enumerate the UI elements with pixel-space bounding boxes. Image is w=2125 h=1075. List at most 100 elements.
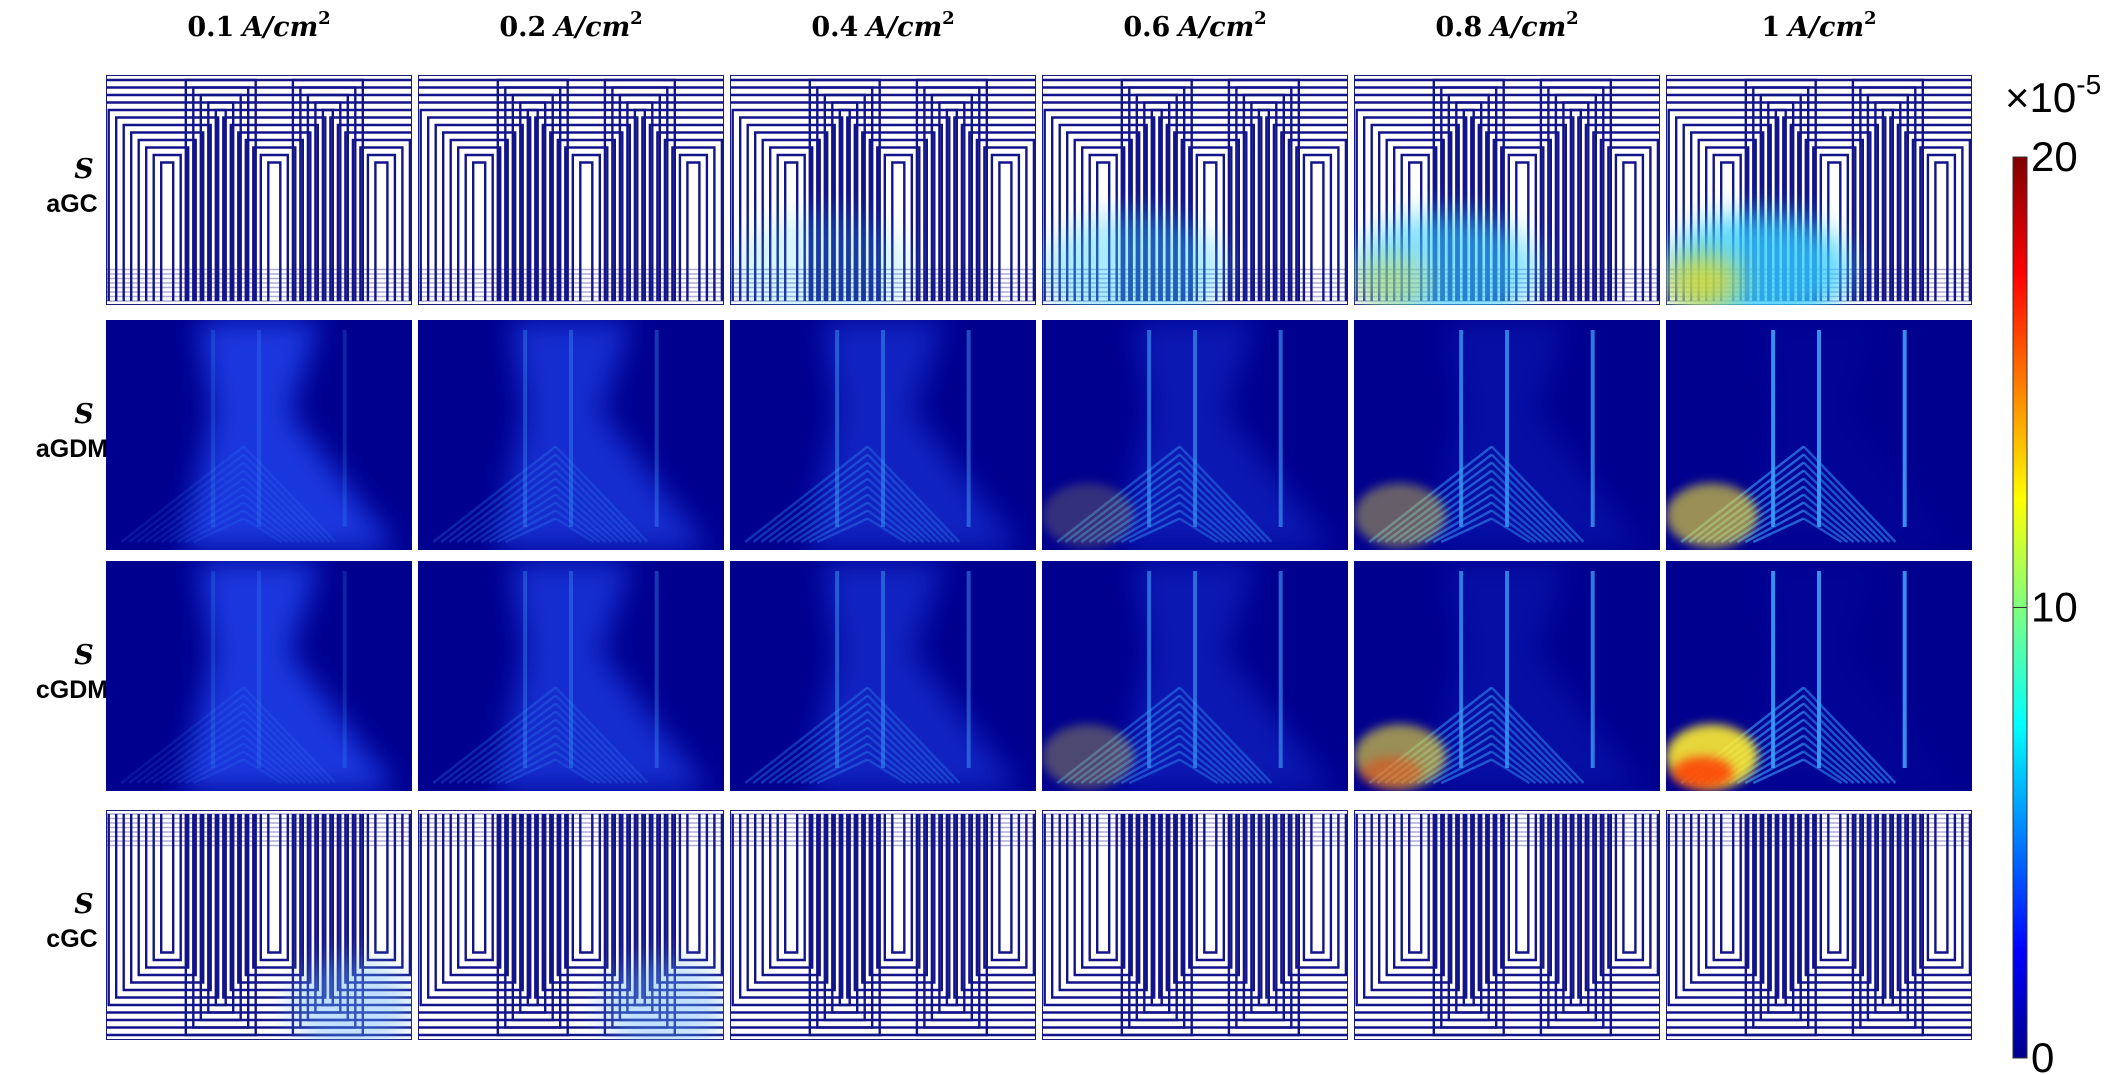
channel bbox=[291, 78, 412, 301]
channel bbox=[1135, 93, 1285, 301]
streak bbox=[1802, 469, 1879, 543]
channel bbox=[868, 814, 928, 977]
channel bbox=[1592, 131, 1660, 301]
hot-spot bbox=[1360, 756, 1422, 789]
streak bbox=[1744, 509, 1805, 544]
channel bbox=[838, 108, 958, 301]
channel bbox=[1440, 814, 1605, 1029]
channel bbox=[1455, 814, 1590, 1014]
channel bbox=[1302, 814, 1333, 962]
streak bbox=[472, 485, 557, 544]
channel bbox=[152, 814, 182, 962]
panel bbox=[1042, 561, 1348, 791]
channel bbox=[1812, 146, 1857, 301]
channel bbox=[1195, 153, 1225, 301]
streak bbox=[866, 710, 943, 784]
channel bbox=[329, 116, 412, 301]
streak bbox=[1120, 509, 1181, 544]
channel bbox=[366, 153, 397, 301]
channel bbox=[1066, 814, 1141, 984]
channel bbox=[106, 78, 257, 301]
channel bbox=[214, 108, 334, 301]
panel bbox=[1354, 75, 1660, 305]
streak bbox=[1490, 445, 1585, 543]
streak bbox=[192, 758, 245, 785]
channel bbox=[983, 814, 1028, 969]
channel bbox=[998, 814, 1013, 954]
channel bbox=[1265, 116, 1348, 301]
streak bbox=[866, 702, 949, 784]
streak bbox=[1178, 710, 1255, 784]
channel bbox=[192, 814, 357, 1029]
channel bbox=[1042, 814, 1186, 1029]
channel bbox=[1859, 814, 1972, 1029]
colorbar-multiplier: ×10-5 bbox=[2005, 69, 2101, 121]
channel bbox=[1622, 814, 1637, 954]
streak bbox=[1178, 493, 1237, 543]
streak bbox=[1178, 485, 1243, 543]
streak bbox=[866, 509, 913, 544]
panel bbox=[106, 75, 412, 305]
channel bbox=[1881, 108, 1972, 301]
streak bbox=[1490, 485, 1555, 543]
channel bbox=[321, 108, 412, 301]
streak bbox=[1178, 509, 1225, 544]
streak bbox=[1112, 501, 1181, 544]
channel bbox=[1250, 814, 1348, 1014]
channel bbox=[1354, 86, 1498, 301]
channel bbox=[526, 814, 646, 1007]
streak bbox=[242, 726, 307, 784]
channel bbox=[1926, 153, 1957, 301]
streak bbox=[1178, 453, 1267, 543]
channel bbox=[419, 108, 539, 301]
channel bbox=[199, 93, 349, 301]
streak bbox=[1178, 726, 1243, 784]
channel bbox=[816, 86, 981, 301]
streak bbox=[456, 469, 557, 544]
panel bbox=[106, 561, 412, 791]
header-unit: A/cm bbox=[551, 12, 630, 43]
channel bbox=[1607, 814, 1652, 969]
haze bbox=[182, 561, 397, 791]
streak bbox=[554, 453, 643, 543]
header-exponent: 2 bbox=[318, 8, 331, 29]
channel bbox=[846, 116, 951, 301]
channel bbox=[1666, 78, 1817, 301]
channel bbox=[122, 123, 212, 301]
streak bbox=[866, 493, 925, 543]
streak bbox=[866, 469, 943, 543]
channel bbox=[1385, 814, 1445, 977]
streak bbox=[752, 694, 869, 784]
header-number: 0.1 bbox=[187, 12, 234, 43]
channel bbox=[1874, 814, 1972, 1014]
channel bbox=[891, 161, 906, 301]
haze bbox=[601, 959, 724, 1040]
streak bbox=[160, 485, 245, 544]
streak bbox=[472, 726, 557, 785]
channel bbox=[306, 93, 412, 301]
channel bbox=[214, 814, 334, 1007]
channel bbox=[1584, 123, 1660, 301]
streak bbox=[1178, 461, 1261, 543]
channel bbox=[1720, 814, 1735, 954]
header-exponent: 2 bbox=[1864, 8, 1877, 29]
streak bbox=[1802, 461, 1885, 543]
streak bbox=[554, 750, 601, 785]
channel bbox=[1607, 146, 1652, 301]
streak bbox=[1128, 517, 1181, 544]
channel bbox=[1866, 93, 1972, 301]
panel bbox=[1042, 320, 1348, 550]
header-number: 0.4 bbox=[811, 12, 858, 43]
streak bbox=[242, 718, 313, 784]
panel bbox=[106, 320, 412, 550]
streak bbox=[464, 718, 557, 785]
channel bbox=[1042, 814, 1193, 1037]
header-number: 0.2 bbox=[499, 12, 546, 43]
header-unit: A/cm bbox=[1175, 12, 1254, 43]
channel bbox=[1120, 814, 1300, 1037]
channel bbox=[519, 814, 654, 1014]
colorbar-tick-label: 10 bbox=[2031, 584, 2078, 631]
streak bbox=[867, 758, 907, 785]
streak bbox=[448, 461, 557, 544]
